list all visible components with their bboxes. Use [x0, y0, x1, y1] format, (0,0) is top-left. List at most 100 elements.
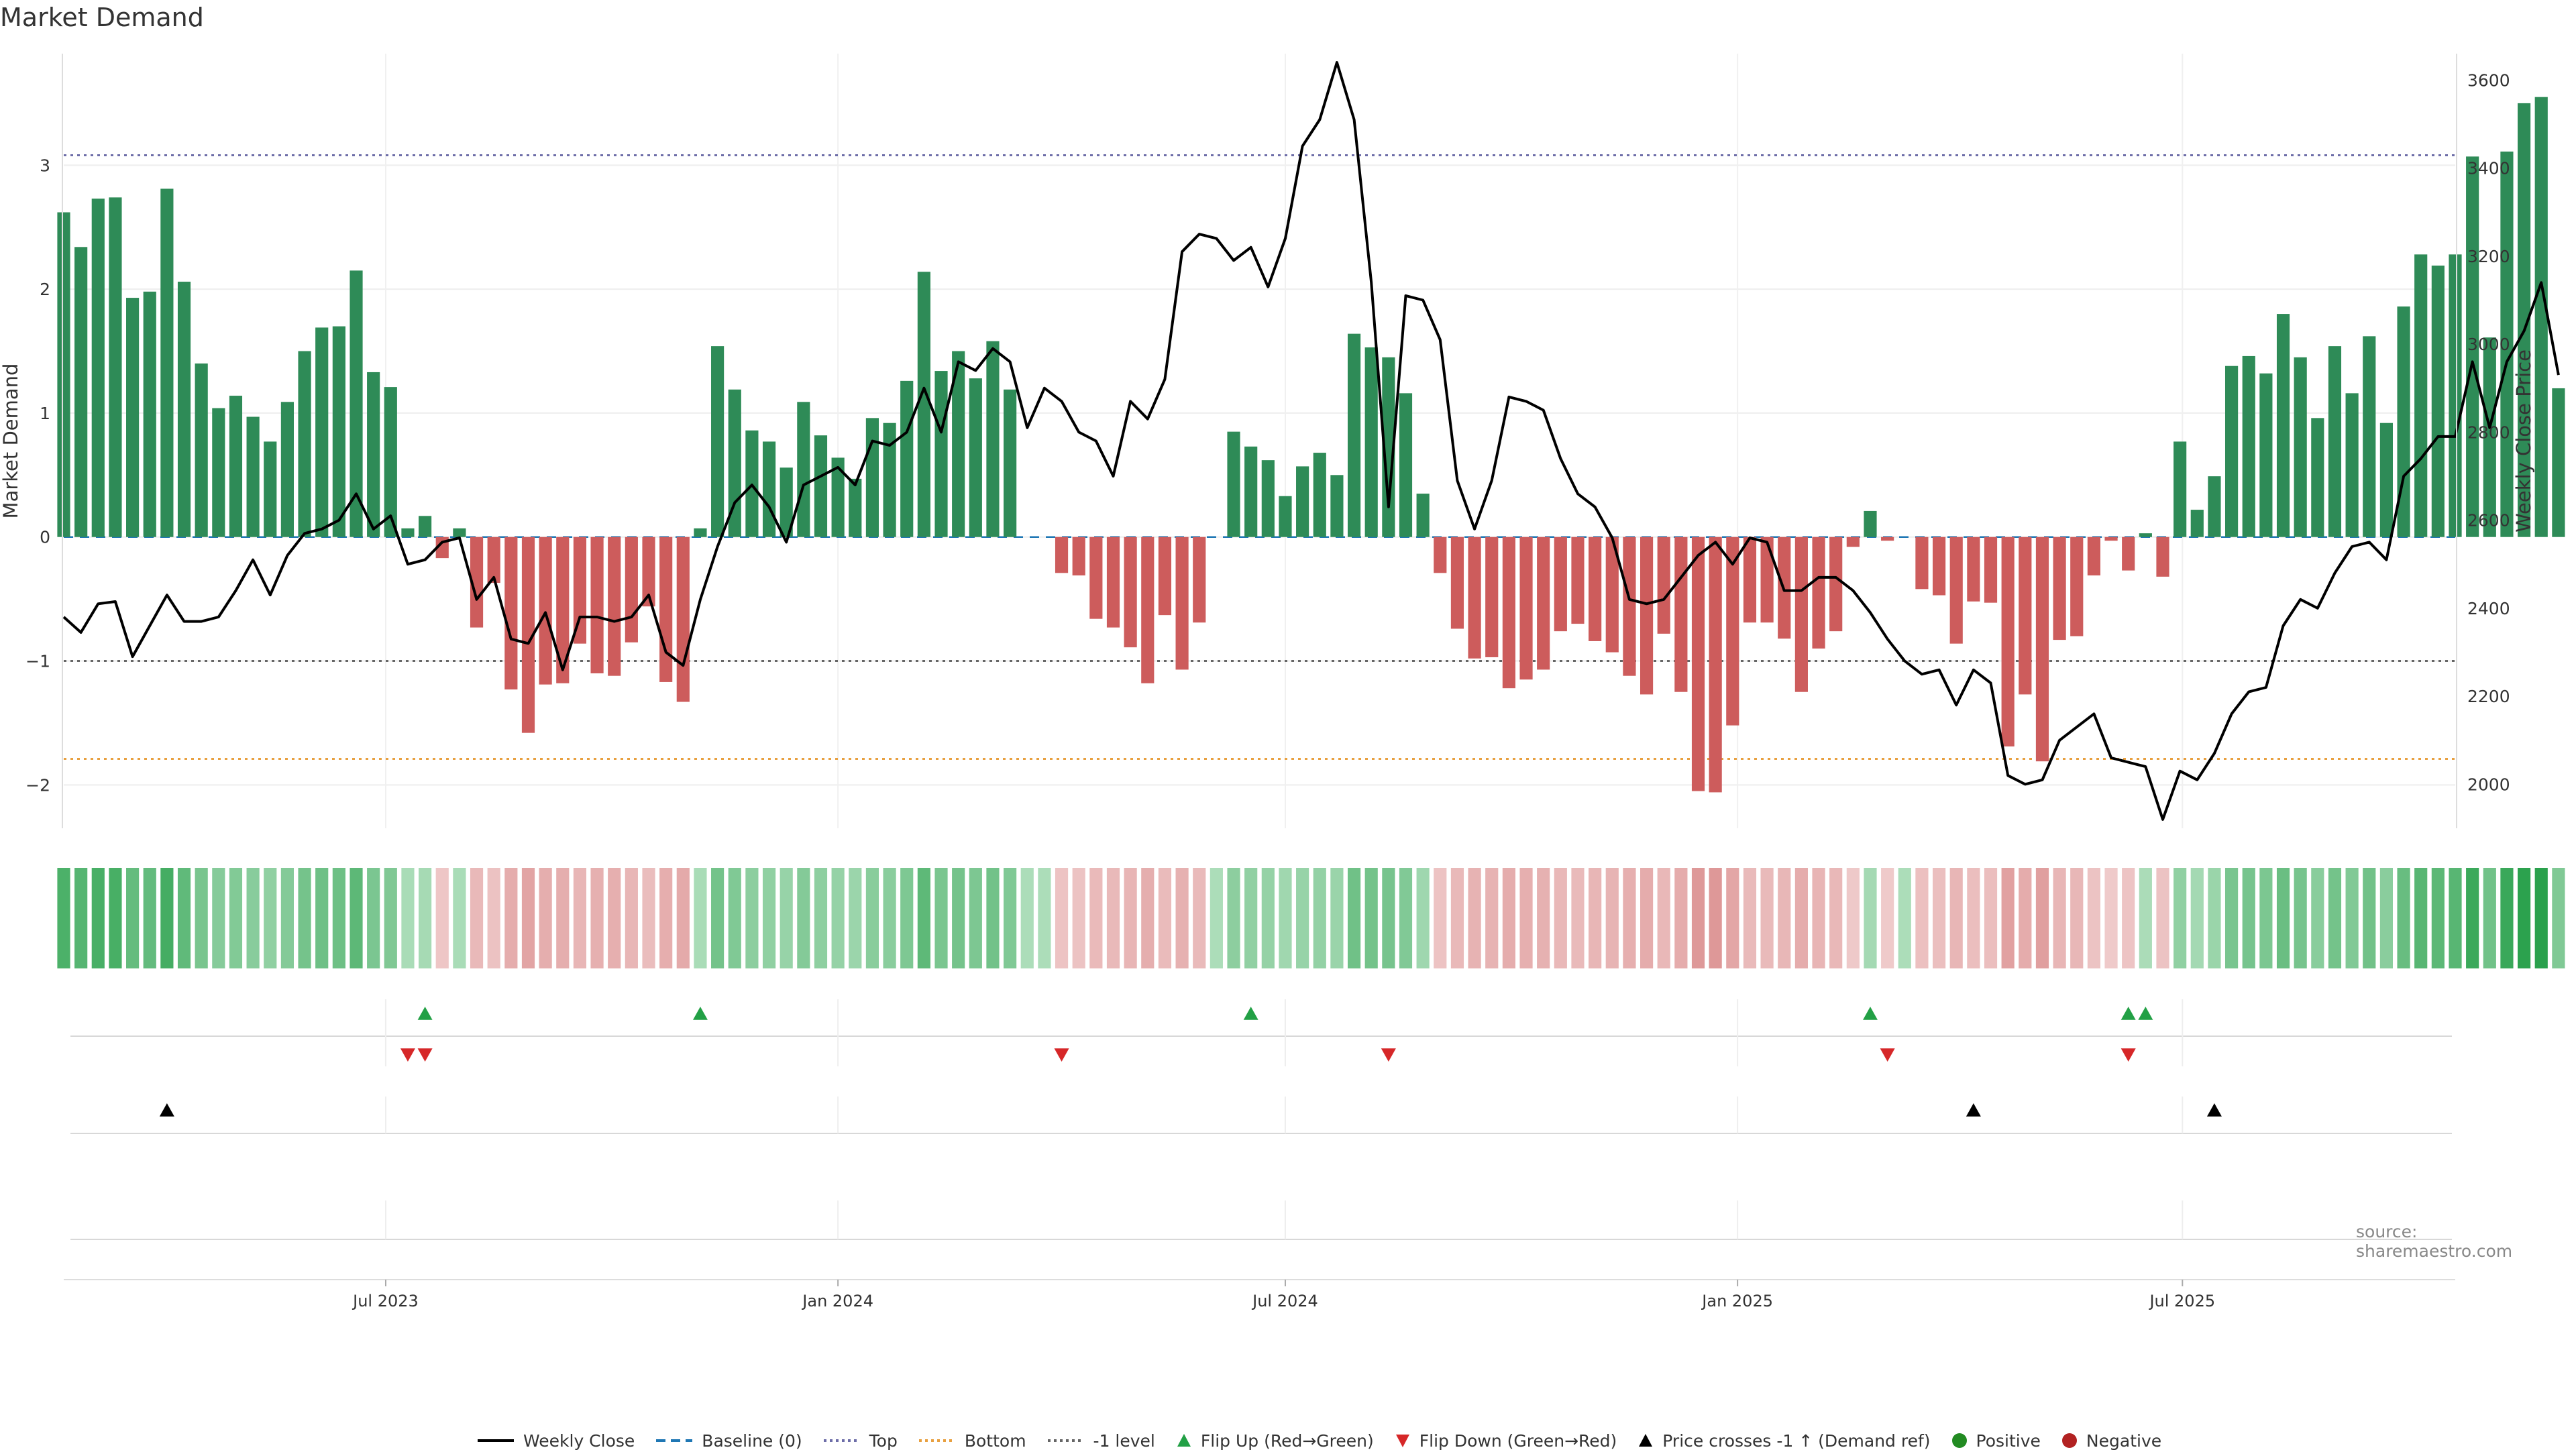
y2-tick-label: 2200	[2467, 687, 2510, 706]
demand-bar	[195, 363, 208, 537]
demand-bar	[1949, 537, 1963, 644]
demand-bar	[1382, 357, 1395, 537]
price-cross-marker	[2206, 1103, 2222, 1117]
heat-strip-cell	[1691, 868, 1705, 968]
heat-strip-cell	[865, 868, 879, 968]
heat-strip-cell	[676, 868, 690, 968]
demand-bar	[1657, 537, 1670, 634]
heat-strip-cell	[1605, 868, 1619, 968]
heat-strip-cell	[315, 868, 329, 968]
demand-bar	[1967, 537, 1980, 602]
heat-strip-cell	[1124, 868, 1137, 968]
demand-bar	[2431, 266, 2445, 537]
flip-down-marker	[2121, 1048, 2136, 1062]
demand-bar	[900, 380, 914, 537]
demand-bar	[2174, 441, 2187, 537]
heat-strip-cell	[1829, 868, 1843, 968]
legend-item-bottom: Bottom	[918, 1431, 1026, 1451]
demand-bar	[2483, 337, 2496, 537]
y-tick-label: 1	[40, 404, 50, 423]
heat-strip-cell	[332, 868, 345, 968]
demand-bar	[2070, 537, 2084, 636]
heat-strip-cell	[1089, 868, 1103, 968]
heat-strip-cell	[367, 868, 380, 968]
demand-bar	[1072, 537, 1085, 576]
heat-strip-cell	[2242, 868, 2255, 968]
heat-strip-cell	[2276, 868, 2290, 968]
heat-strip-cell	[2208, 868, 2221, 968]
heat-strip-cell	[470, 868, 484, 968]
demand-bar	[590, 537, 604, 673]
heat-strip-cell	[1004, 868, 1017, 968]
x-tick-label: Jan 2025	[1701, 1292, 1773, 1310]
heat-strip-cell	[1812, 868, 1825, 968]
heat-strip-cell	[1347, 868, 1361, 968]
demand-bar	[246, 416, 260, 537]
x-tick-label: Jul 2023	[352, 1292, 419, 1310]
demand-bar	[2190, 510, 2204, 537]
legend-label: Positive	[1976, 1431, 2041, 1451]
heat-strip-cell	[1244, 868, 1258, 968]
triangle-down-icon	[1395, 1435, 1409, 1447]
legend-label: Flip Up (Red→Green)	[1200, 1431, 1374, 1451]
heat-strip-cell	[2053, 868, 2066, 968]
heat-strip-cell	[521, 868, 535, 968]
flip-up-marker	[692, 1007, 708, 1020]
demand-bar	[952, 351, 965, 537]
heat-strip-cell	[917, 868, 930, 968]
chart-title: Market Demand	[0, 3, 204, 32]
heat-strip-cell	[986, 868, 1000, 968]
heat-strip-cell	[1949, 868, 1963, 968]
flip-down-marker	[1880, 1048, 1895, 1062]
demand-bar	[1743, 537, 1757, 623]
y-axis-title: Market Demand	[0, 363, 22, 519]
heat-strip-cell	[694, 868, 707, 968]
flip-up-marker	[2121, 1007, 2136, 1020]
demand-bar	[2397, 306, 2410, 537]
heat-strip-cell	[1794, 868, 1808, 968]
heat-strip-cell	[952, 868, 965, 968]
demand-bar	[1589, 537, 1602, 641]
heat-strip-cell	[212, 868, 225, 968]
heat-strip-cell	[814, 868, 828, 968]
heat-strip-cell	[659, 868, 673, 968]
heat-strip-cell	[1881, 868, 1894, 968]
heat-strip-cell	[57, 868, 70, 968]
legend-label: Negative	[2086, 1431, 2162, 1451]
demand-bar	[1485, 537, 1499, 657]
heat-strip-cell	[1313, 868, 1326, 968]
demand-bar	[1124, 537, 1137, 648]
heat-strip-cell	[1279, 868, 1292, 968]
demand-bar	[2019, 537, 2032, 695]
demand-bar	[849, 478, 862, 537]
heat-strip-cell	[1537, 868, 1550, 968]
heat-strip-cell	[2328, 868, 2342, 968]
heat-strip-cell	[280, 868, 294, 968]
demand-bar	[1726, 537, 1739, 726]
heat-strip-cell	[573, 868, 587, 968]
demand-bar	[298, 351, 311, 537]
heat-strip-cell	[1450, 868, 1464, 968]
heat-strip-cell	[1106, 868, 1120, 968]
demand-bar	[74, 247, 88, 537]
legend-label: -1 level	[1093, 1431, 1155, 1451]
demand-bar	[367, 372, 380, 537]
demand-bar	[521, 537, 535, 733]
demand-bar	[2449, 254, 2462, 537]
demand-bar	[2363, 336, 2376, 537]
demand-bar	[917, 272, 930, 537]
demand-bar	[1416, 494, 1430, 537]
heat-strip-cell	[2534, 868, 2548, 968]
heat-strip-cell	[900, 868, 914, 968]
demand-bar	[419, 516, 432, 537]
line-dotted-icon	[918, 1439, 955, 1442]
legend-item-baseline: Baseline (0)	[655, 1431, 802, 1451]
axes: 3 2 1 0 −1 −2 3600 3400 3200 3000 2800 2600 2400 2200…	[0, 54, 2535, 828]
heat-strip-cell	[745, 868, 759, 968]
demand-bar	[934, 371, 948, 537]
demand-bar	[865, 418, 879, 537]
demand-bar	[625, 537, 638, 642]
demand-bar	[384, 387, 397, 537]
heat-strip-cell	[590, 868, 604, 968]
demand-bar	[2242, 355, 2255, 537]
